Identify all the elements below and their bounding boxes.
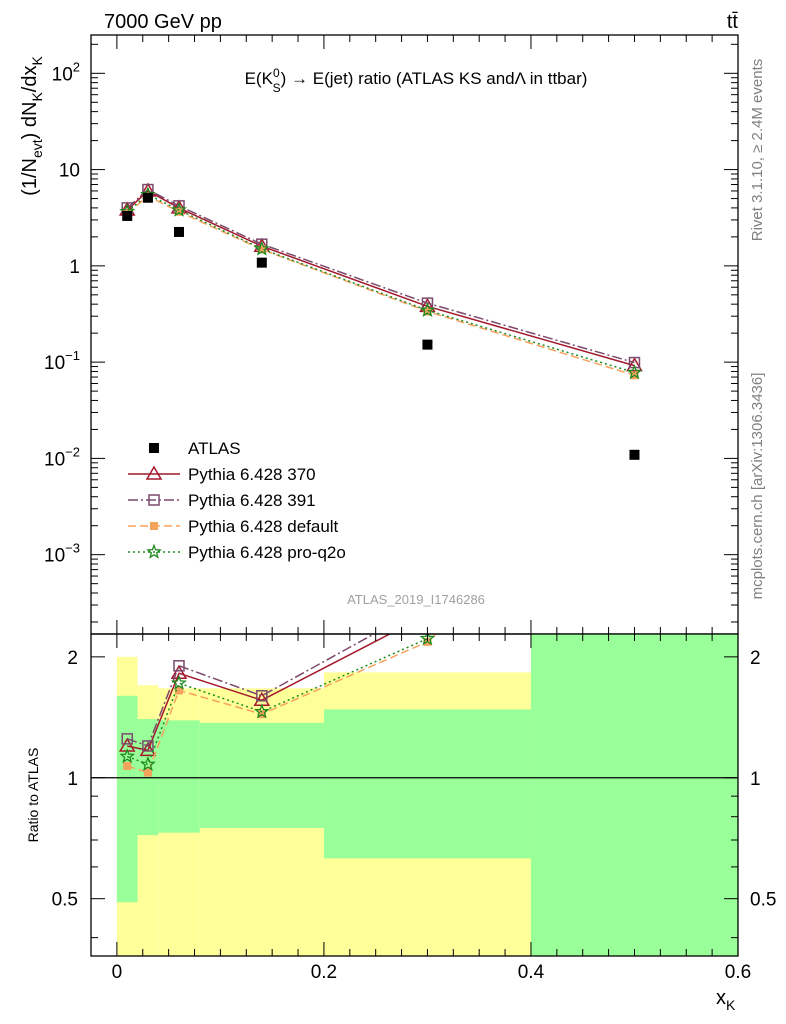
data-point xyxy=(256,257,267,268)
x-axis-label: xK xyxy=(716,987,736,1013)
chart-title: E(K0 S) → E(jet) ratio (ATLAS KS andΛ in … xyxy=(245,66,588,95)
uncertainty-band-inner xyxy=(199,722,324,828)
y-tick-label: 10−3 xyxy=(44,541,80,567)
ratio-series xyxy=(118,389,641,777)
analysis-id-label: ATLAS_2019_I1746286 xyxy=(347,592,485,607)
legend: ATLAS Pythia 6.428 370 Pythia 6.428 391 Pyt… xyxy=(128,439,346,562)
ratio-point xyxy=(256,690,268,702)
ratio-tick-label-right: 1 xyxy=(750,769,761,790)
x-tick-label: 0 xyxy=(112,962,123,983)
y-tick-label: 1 xyxy=(69,257,80,278)
legend-label: Pythia 6.428 391 xyxy=(188,491,316,510)
ratio-frame xyxy=(90,633,739,957)
ratio-point xyxy=(123,761,132,770)
ratio-y-ticks: 0.5 0.5 1 1 2 2 xyxy=(52,648,776,939)
series-point xyxy=(171,201,187,217)
ratio-tick-label: 2 xyxy=(67,648,78,669)
ratio-tick-label-right: 2 xyxy=(750,648,761,669)
legend-marker xyxy=(146,543,162,559)
ratio-point xyxy=(420,607,434,619)
ratio-bands xyxy=(116,634,738,956)
x-tick-label: 0.4 xyxy=(518,962,545,983)
ratio-point xyxy=(140,755,156,772)
series-point xyxy=(626,357,643,372)
x-tick-label: 0.2 xyxy=(311,962,337,983)
ratio-point xyxy=(253,703,270,719)
series-line xyxy=(126,190,635,367)
ratio-tick-label: 0.5 xyxy=(52,890,78,911)
ratio-point xyxy=(419,634,436,646)
main-panel: 102 10 1 10−1 10−2 10−3 xyxy=(44,34,739,635)
collision-energy-label: 7000 GeV pp xyxy=(104,11,222,33)
series-point xyxy=(423,307,432,316)
series-point xyxy=(174,207,183,216)
main-series xyxy=(118,182,643,460)
data-point xyxy=(422,339,433,350)
data-point xyxy=(629,449,640,460)
mcplots-reference-label: mcplots.cern.ch [arXiv:1306.3436] xyxy=(749,373,766,600)
ratio-point xyxy=(139,741,157,757)
y-tick-label: 102 xyxy=(52,59,80,85)
ratio-point xyxy=(171,674,187,690)
legend-label: Pythia 6.428 default xyxy=(188,517,339,536)
series-line xyxy=(126,193,635,374)
data-point xyxy=(142,192,153,203)
x-ticks: 0 0.2 0.4 0.6 xyxy=(112,35,751,983)
uncertainty-band-inner xyxy=(116,695,138,903)
series-line xyxy=(126,188,635,364)
legend-label: ATLAS xyxy=(188,439,241,458)
ratio-y-axis-label: Ratio to ATLAS xyxy=(25,748,41,843)
legend-marker xyxy=(149,443,159,453)
ratio-point xyxy=(628,429,640,441)
ratio-point xyxy=(119,748,136,764)
y-tick-label: 10 xyxy=(59,161,80,182)
rivet-version-label: Rivet 3.1.10, ≥ 2.4M events xyxy=(749,59,766,242)
legend-label: Pythia 6.428 370 xyxy=(188,465,316,484)
process-label: tt̄ xyxy=(727,11,739,33)
ratio-line xyxy=(126,634,376,747)
uncertainty-band-inner xyxy=(530,634,738,956)
ratio-point xyxy=(121,733,133,745)
ratio-point xyxy=(143,768,152,777)
main-y-ticks: 102 10 1 10−1 10−2 10−3 xyxy=(44,43,738,623)
uncertainty-band-inner xyxy=(158,720,200,833)
legend-label: Pythia 6.428 pro-q2o xyxy=(188,543,346,562)
series-line xyxy=(126,195,635,377)
ratio-tick-label-right: 0.5 xyxy=(750,890,776,911)
series-point xyxy=(253,240,270,256)
y-axis-label: (1/Nevt) dNK/dxK xyxy=(19,56,45,196)
series-point xyxy=(626,364,643,380)
y-tick-label: 10−2 xyxy=(44,444,80,470)
data-point xyxy=(173,226,184,237)
ratio-point xyxy=(142,740,154,752)
uncertainty-band-inner xyxy=(137,719,159,836)
series-point xyxy=(419,302,436,318)
legend-marker xyxy=(150,522,158,530)
ratio-panel: 0.5 0.5 1 1 2 2 0 0.2 0.4 0.6 xyxy=(52,35,776,983)
ratio-tick-label: 1 xyxy=(67,769,78,790)
ratio-point xyxy=(627,397,641,409)
legend-marker xyxy=(148,494,160,506)
ratio-point xyxy=(629,389,639,399)
legend-marker xyxy=(145,465,163,480)
series-point xyxy=(257,245,266,254)
data-point xyxy=(122,210,133,221)
x-tick-label: 0.6 xyxy=(725,962,751,983)
ratio-point xyxy=(174,686,183,695)
ratio-point xyxy=(173,660,185,672)
y-tick-label: 10−1 xyxy=(44,348,80,374)
uncertainty-band-inner xyxy=(323,709,531,859)
